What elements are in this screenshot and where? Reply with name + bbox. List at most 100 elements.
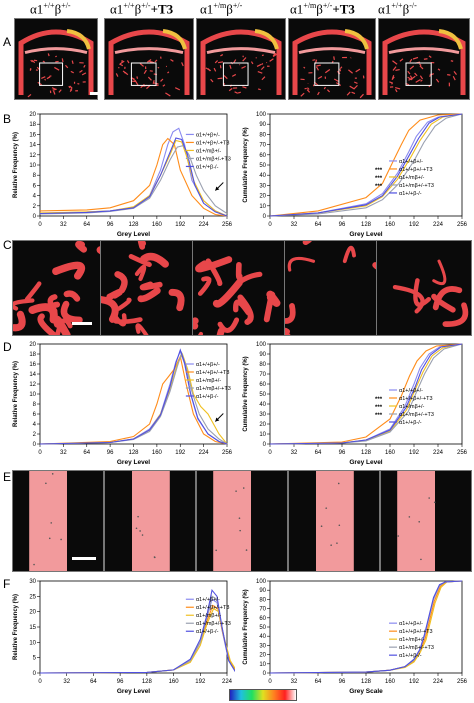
- y-tick-label: 4: [33, 194, 37, 200]
- x-tick-label: 192: [195, 679, 206, 685]
- y-tick-label: 60: [259, 382, 266, 388]
- femur-image-1: [104, 18, 194, 100]
- legend-label: α1+/+β+/-+T3: [196, 140, 230, 146]
- series-line-4: [269, 343, 463, 445]
- y-axis-label: Cumulative Frequency (%): [243, 356, 249, 431]
- legend-label: α1+/mβ+/-: [399, 404, 424, 410]
- legend-label: α1+/mβ+/-: [399, 637, 424, 643]
- x-tick-label: 160: [152, 450, 163, 456]
- y-tick-label: 40: [259, 402, 266, 408]
- x-tick-label: 256: [222, 450, 233, 456]
- y-tick-label: 10: [29, 392, 36, 398]
- y-axis-label: Relative Frequency (%): [13, 594, 19, 660]
- y-tick-label: 0: [263, 442, 267, 448]
- x-tick-label: 224: [199, 450, 210, 456]
- series-line-4: [39, 588, 235, 674]
- cortical-image-1: [104, 470, 196, 572]
- series-line-2: [269, 580, 463, 674]
- y-tick-label: 60: [259, 616, 266, 622]
- x-tick-label: 192: [409, 450, 420, 456]
- legend-label: α1+/+β+/-: [196, 597, 220, 603]
- series-line-3: [269, 343, 463, 445]
- panel-letter-b: B: [3, 112, 12, 126]
- trabecular-image-1: [100, 240, 194, 336]
- y-tick-label: 80: [259, 597, 266, 603]
- y-tick-label: 20: [29, 112, 36, 118]
- y-axis-label: Relative Frequency (%): [13, 361, 19, 427]
- y-axis-label: Cumulative Frequency (%): [243, 127, 249, 202]
- y-tick-label: 10: [259, 432, 266, 438]
- y-tick-label: 70: [259, 372, 266, 378]
- x-tick-label: 96: [339, 679, 346, 685]
- x-tick-label: 64: [315, 222, 322, 228]
- y-tick-label: 12: [29, 153, 36, 159]
- y-tick-label: 12: [29, 382, 36, 388]
- series-line-4: [269, 113, 463, 217]
- y-tick-label: 30: [259, 643, 266, 649]
- significance-mark: ***: [375, 168, 383, 174]
- y-tick-label: 50: [259, 625, 266, 631]
- legend-label: α1+/+β-/-: [399, 420, 422, 426]
- x-tick-label: 192: [409, 679, 420, 685]
- legend-label: α1+/+β+/-+T3: [399, 167, 433, 173]
- y-tick-label: 2: [33, 204, 37, 210]
- x-tick-label: 128: [128, 450, 139, 456]
- x-tick-label: 128: [361, 679, 372, 685]
- series-line-3: [269, 113, 463, 217]
- x-tick-label: 96: [339, 450, 346, 456]
- legend-label: α1+/mβ+/-: [196, 378, 221, 384]
- x-tick-label: 256: [457, 450, 468, 456]
- y-tick-label: 16: [29, 362, 36, 368]
- x-tick-label: 192: [175, 450, 186, 456]
- y-tick-label: 90: [259, 122, 266, 128]
- genotype-header-1: α1+/+β+/-+T3: [110, 1, 174, 17]
- x-tick-label: 224: [199, 222, 210, 228]
- y-tick-label: 70: [259, 607, 266, 613]
- x-axis-label: Grey Level: [117, 459, 150, 466]
- x-tick-label: 0: [268, 679, 272, 685]
- series-line-1: [269, 113, 463, 217]
- x-tick-label: 0: [268, 450, 272, 456]
- x-axis-label: Grey Level: [117, 231, 150, 238]
- x-tick-label: 32: [291, 222, 298, 228]
- y-tick-label: 90: [259, 352, 266, 358]
- legend-label: α1+/+β+/-: [399, 159, 423, 165]
- x-tick-label: 256: [457, 679, 468, 685]
- y-tick-label: 20: [29, 342, 36, 348]
- cortical-image-4: [380, 470, 472, 572]
- x-tick-label: 160: [385, 450, 396, 456]
- y-tick-label: 0: [33, 214, 37, 220]
- x-tick-label: 160: [385, 222, 396, 228]
- y-tick-label: 100: [256, 579, 267, 585]
- y-tick-label: 10: [259, 662, 266, 668]
- trabecular-image-2: [192, 240, 286, 336]
- legend-label: α1+/mβ+/-+T3: [196, 156, 231, 162]
- y-tick-label: 0: [263, 214, 267, 220]
- genotype-header-0: α1+/+β+/-: [30, 1, 71, 17]
- trabecular-image-4: [376, 240, 472, 336]
- x-tick-label: 96: [107, 222, 114, 228]
- chart-d-relative: 0 32 64 96 128 160 192 224 256 0 2 4 6 8 10 12 14 16 18 20 G…: [13, 342, 233, 466]
- y-axis-label: Cumulative Frequency (%): [243, 589, 249, 664]
- x-tick-label: 32: [60, 222, 67, 228]
- legend-label: α1+/mβ+/-+T3: [399, 412, 434, 418]
- y-tick-label: 8: [33, 173, 37, 179]
- x-tick-label: 128: [361, 450, 372, 456]
- y-tick-label: 20: [259, 653, 266, 659]
- legend-label: α1+/+β+/-+T3: [399, 629, 433, 635]
- legend-label: α1+/mβ+/-: [196, 148, 221, 154]
- x-tick-label: 64: [315, 450, 322, 456]
- chart-f-relative: 0 32 64 96 128 160 192 224 0 5 10 15 20 25 30 Grey Leve…: [13, 579, 235, 695]
- y-tick-label: 16: [29, 132, 36, 138]
- significance-mark: ***: [375, 405, 383, 411]
- legend-label: α1+/+β+/-: [399, 621, 423, 627]
- x-tick-label: 128: [142, 679, 153, 685]
- plot-frame: [269, 580, 463, 674]
- panel-letter-c: C: [3, 238, 12, 252]
- significance-mark: ***: [375, 184, 383, 190]
- significance-mark: ***: [375, 176, 383, 182]
- scale-bar-1: [72, 322, 92, 325]
- x-tick-label: 96: [339, 222, 346, 228]
- trabecular-image-0: [12, 240, 102, 336]
- x-tick-label: 224: [433, 222, 444, 228]
